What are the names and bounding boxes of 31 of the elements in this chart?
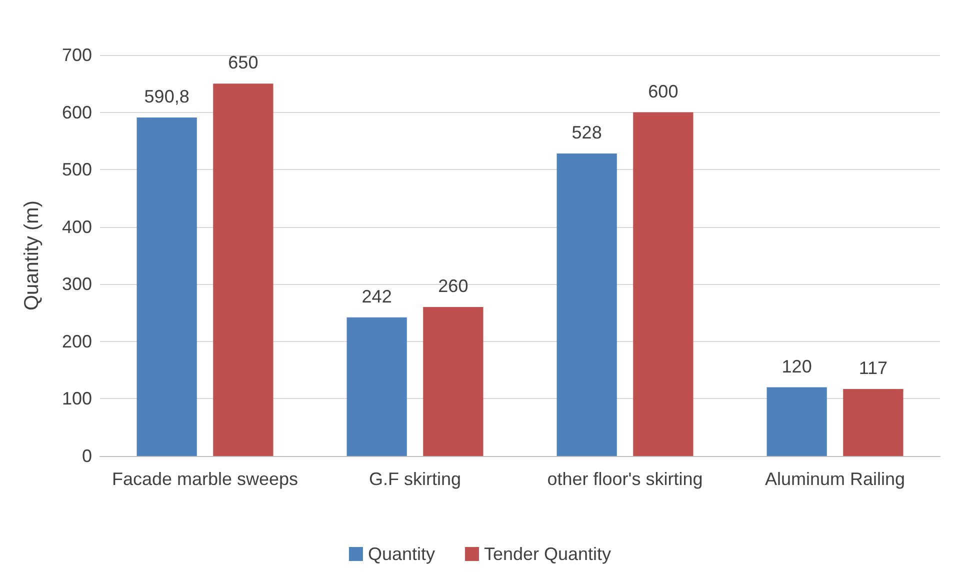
bar [423, 307, 484, 456]
data-label: 120 [782, 356, 812, 376]
x-tick-label: G.F skirting [368, 469, 462, 489]
bar [213, 84, 274, 456]
y-tick-label: 500 [62, 160, 92, 180]
data-label: 242 [362, 286, 392, 306]
x-tick-label: other floor's skirting [547, 469, 703, 489]
data-label: 117 [858, 358, 888, 378]
bar [843, 388, 904, 456]
y-tick-label: 700 [62, 45, 92, 65]
bar [346, 317, 407, 456]
y-tick-label: 400 [62, 216, 92, 237]
x-tick-label: Facade marble sweeps [112, 469, 298, 489]
bar [136, 118, 197, 456]
y-tick-label: 200 [62, 331, 92, 352]
legend-label: Quantity [368, 544, 435, 564]
y-tick-label: 300 [62, 274, 92, 294]
y-tick-label: 100 [62, 388, 92, 409]
y-tick-label: 600 [62, 102, 92, 122]
legend-label: Tender Quantity [484, 544, 612, 564]
bar [556, 154, 617, 456]
y-axis-title: Quantity (m) [21, 200, 43, 311]
bar [766, 387, 827, 456]
data-label: 260 [438, 276, 468, 296]
x-tick-label: Aluminum Railing [764, 469, 906, 489]
data-label: 600 [648, 81, 678, 102]
data-label: 590,8 [144, 86, 190, 107]
data-label: 650 [228, 52, 258, 73]
y-tick-label: 0 [82, 446, 92, 466]
data-label: 528 [572, 122, 602, 143]
bar [633, 112, 694, 456]
